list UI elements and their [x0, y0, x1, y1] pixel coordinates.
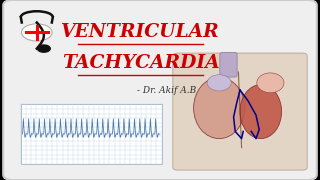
Ellipse shape [240, 85, 282, 139]
Circle shape [21, 24, 52, 41]
Text: - Dr. Akif A.B: - Dr. Akif A.B [137, 86, 196, 94]
Text: VENTRICULAR: VENTRICULAR [61, 23, 220, 41]
Ellipse shape [257, 73, 284, 93]
Circle shape [37, 45, 50, 52]
FancyBboxPatch shape [21, 104, 162, 164]
FancyBboxPatch shape [220, 53, 237, 77]
FancyBboxPatch shape [3, 0, 317, 180]
Ellipse shape [194, 77, 245, 139]
Ellipse shape [207, 75, 231, 91]
Text: TACHYCARDIA: TACHYCARDIA [62, 54, 220, 72]
FancyBboxPatch shape [173, 53, 307, 170]
